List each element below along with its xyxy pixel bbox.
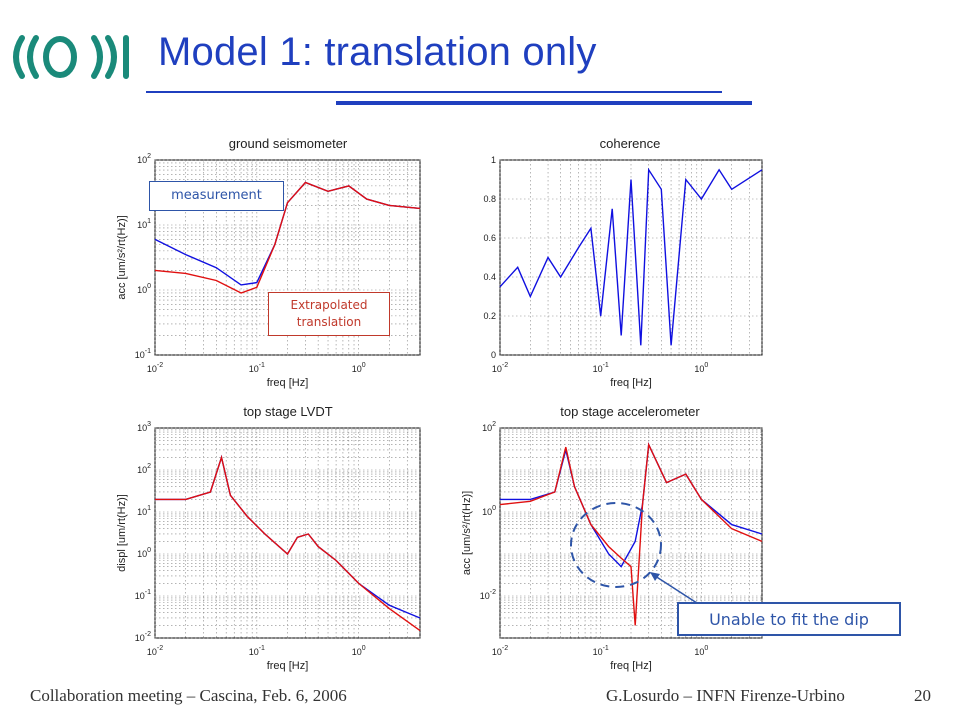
chart-title: ground seismometer — [229, 136, 348, 151]
x-tick-label: 100 — [352, 645, 366, 657]
extrapolated-line1: Extrapolated — [290, 298, 368, 312]
chart-3: 10-2 10-1 100 10-2 10-1 100 101 102 103 top stage… — [116, 404, 421, 672]
x-axis-label: freq [Hz] — [267, 377, 309, 389]
virgo-logo — [8, 32, 138, 82]
x-tick-label: 10-1 — [593, 362, 609, 374]
extrapolated-line2: translation — [296, 315, 362, 329]
dip-arrow-line — [651, 573, 701, 606]
chart-title: top stage accelerometer — [560, 404, 700, 419]
footer-author: G.Losurdo – INFN Firenze-Urbino — [606, 686, 845, 705]
x-tick-label: 10-2 — [492, 362, 508, 374]
y-tick-label: 10-1 — [135, 589, 151, 601]
slide-title: Model 1: translation only — [158, 30, 597, 74]
plot-frame — [499, 159, 763, 356]
chart-1: 10-2 10-1 100 10-1 100 101 102 ground seismomet… — [116, 136, 421, 389]
x-axis-label: freq [Hz] — [267, 660, 309, 672]
y-tick-label: 100 — [137, 283, 151, 295]
y-tick-label: 102 — [482, 421, 496, 433]
x-tick-label: 10-1 — [593, 645, 609, 657]
series-line-2 — [155, 454, 421, 632]
y-tick-label: 102 — [137, 463, 151, 475]
y-tick-label: 0 — [491, 350, 496, 360]
chart-title: top stage LVDT — [243, 404, 332, 419]
y-tick-label: 1 — [491, 155, 496, 165]
footer-meeting: Collaboration meeting – Cascina, Feb. 6,… — [30, 686, 347, 705]
x-tick-label: 100 — [352, 362, 366, 374]
x-tick-label: 10-2 — [147, 645, 163, 657]
title-underline — [146, 91, 722, 93]
x-tick-label: 100 — [694, 362, 708, 374]
y-tick-label: 0.6 — [483, 233, 496, 243]
x-axis-label: freq [Hz] — [610, 660, 652, 672]
page-number: 20 — [914, 686, 931, 705]
series-line-1 — [500, 442, 763, 568]
x-axis-label: freq [Hz] — [610, 377, 652, 389]
x-tick-label: 10-1 — [249, 645, 265, 657]
y-tick-label: 101 — [137, 218, 151, 230]
measurement-callout: measurement — [149, 181, 284, 211]
x-tick-label: 10-2 — [147, 362, 163, 374]
y-tick-label: 0.4 — [483, 272, 496, 282]
y-axis-label: acc [um/s²/rt(Hz)] — [116, 215, 128, 299]
y-tick-label: 100 — [137, 547, 151, 559]
series-line-1 — [155, 454, 421, 619]
y-tick-label: 100 — [482, 505, 496, 517]
y-tick-label: 0.8 — [483, 194, 496, 204]
plot-frame — [154, 427, 421, 639]
chart-title: coherence — [600, 136, 661, 151]
y-tick-label: 103 — [137, 421, 151, 433]
y-tick-label: 101 — [137, 505, 151, 517]
y-tick-label: 0.2 — [483, 311, 496, 321]
x-tick-label: 10-2 — [492, 645, 508, 657]
y-tick-label: 10-2 — [135, 631, 151, 643]
y-axis-label: acc [um/s²/rt(Hz)] — [461, 491, 473, 575]
dip-arrow-head — [650, 572, 660, 581]
y-axis-label: displ [um/rt(Hz)] — [116, 494, 128, 572]
title-underline-thick — [336, 101, 752, 105]
y-tick-label: 10-1 — [135, 348, 151, 360]
chart-2: 10-2 10-1 100 0 0.2 0.4 0.6 0.8 1 coherence freq [… — [483, 136, 763, 389]
dip-highlight-circle — [570, 502, 662, 588]
series-line-1 — [499, 167, 763, 346]
unable-to-fit-callout: Unable to fit the dip — [677, 602, 901, 636]
extrapolated-translation-callout: Extrapolated translation — [268, 292, 390, 336]
x-tick-label: 10-1 — [249, 362, 265, 374]
y-tick-label: 10-2 — [480, 589, 496, 601]
x-tick-label: 100 — [694, 645, 708, 657]
series-line-2 — [499, 442, 763, 626]
y-tick-label: 102 — [137, 153, 151, 165]
